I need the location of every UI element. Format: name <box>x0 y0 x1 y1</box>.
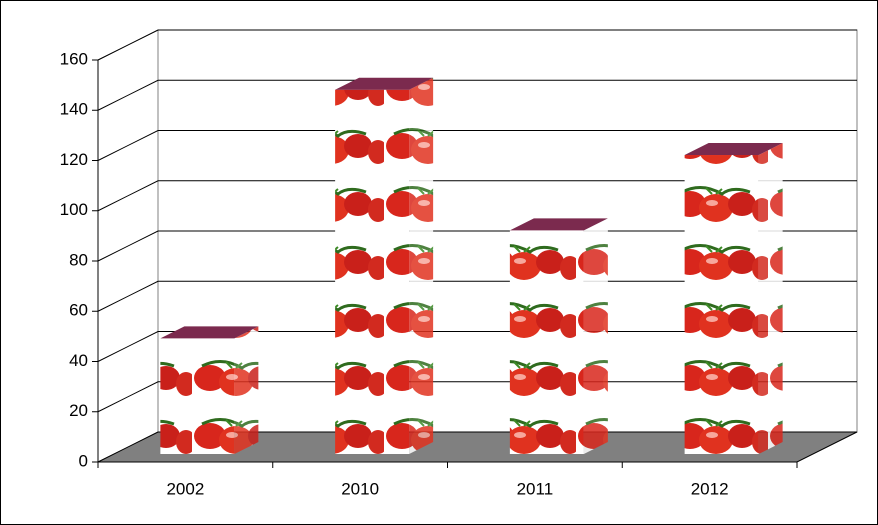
x-tick-label: 2012 <box>691 479 729 498</box>
bar-top <box>509 218 608 231</box>
y-tick-label: 80 <box>69 250 88 269</box>
grid-line <box>97 230 857 262</box>
grid-line <box>97 280 857 312</box>
y-tick-label: 40 <box>69 351 88 370</box>
bar-side <box>758 143 783 454</box>
y-tick-label: 20 <box>69 401 88 420</box>
bar <box>335 89 410 454</box>
grid-line <box>97 130 857 161</box>
y-tick-label: 140 <box>60 100 88 119</box>
x-tick-label: 2011 <box>517 479 554 498</box>
grid-line <box>97 331 857 362</box>
y-tick-label: 100 <box>60 200 88 219</box>
y-tick-label: 0 <box>79 451 88 470</box>
bar <box>509 230 584 454</box>
grid-line <box>97 29 857 61</box>
x-tick-label: 2002 <box>166 479 204 498</box>
y-tick-label: 160 <box>60 49 88 68</box>
x-tick-label: 2010 <box>341 479 379 498</box>
bar-top <box>684 143 783 156</box>
grid-line <box>97 79 857 111</box>
bar <box>684 155 759 454</box>
grid-line <box>97 381 857 413</box>
bar-top <box>335 77 434 90</box>
y-tick-label: 120 <box>60 150 88 169</box>
grid-line <box>97 180 857 212</box>
bar-side <box>583 218 608 454</box>
bar <box>160 338 235 454</box>
y-tick-label: 60 <box>69 301 88 320</box>
bar-side <box>234 326 259 454</box>
bar-top <box>160 326 259 339</box>
bar-side <box>409 77 434 454</box>
